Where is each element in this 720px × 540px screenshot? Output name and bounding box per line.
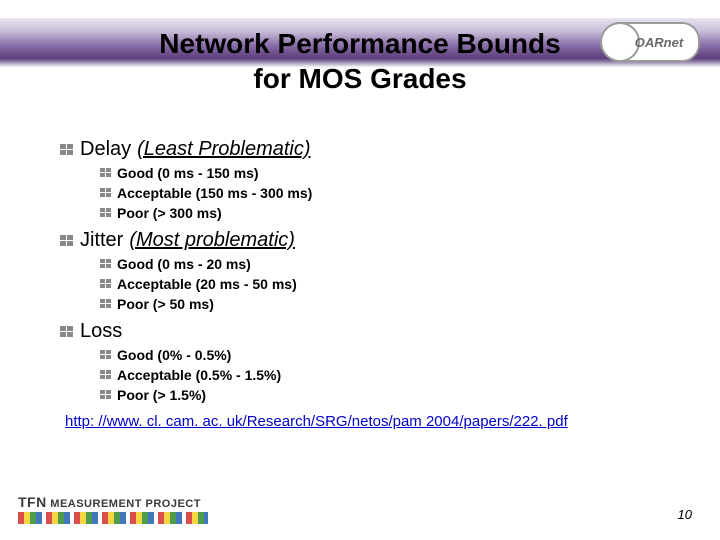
section-delay-qualifier: (Least Problematic) [137,138,310,161]
footer-project-text: TFN TFN MEASUREMENT PROJECTMEASUREMENT P… [18,494,218,510]
delay-good-text: Good (0 ms - 150 ms) [117,165,259,181]
footer-project-logo: TFN TFN MEASUREMENT PROJECTMEASUREMENT P… [18,494,218,524]
section-loss-label: Loss [80,320,122,343]
jitter-poor-text: Poor (> 50 ms) [117,296,214,312]
logo-text: OARnet [635,35,683,50]
loss-acceptable: Acceptable (0.5% - 1.5%) [100,367,680,383]
section-jitter-qualifier: (Most problematic) [129,229,295,252]
bullet-icon [60,326,74,338]
content-body: Delay (Least Problematic) Good (0 ms - 1… [40,130,680,430]
section-delay-label: Delay [80,138,131,161]
bullet-icon [100,279,112,289]
delay-acceptable-text: Acceptable (150 ms - 300 ms) [117,185,312,201]
bullet-icon [100,168,112,178]
reference-link[interactable]: http: //www. cl. cam. ac. uk/Research/SR… [65,413,680,430]
loss-poor: Poor (> 1.5%) [100,387,680,403]
delay-poor: Poor (> 300 ms) [100,205,680,221]
loss-poor-text: Poor (> 1.5%) [117,387,206,403]
jitter-acceptable-text: Acceptable (20 ms - 50 ms) [117,276,297,292]
bullet-icon [60,144,74,156]
jitter-acceptable: Acceptable (20 ms - 50 ms) [100,276,680,292]
section-delay: Delay (Least Problematic) [60,138,680,161]
bullet-icon [100,350,112,360]
loss-acceptable-text: Acceptable (0.5% - 1.5%) [117,367,281,383]
bullet-icon [60,235,74,247]
loss-good: Good (0% - 0.5%) [100,347,680,363]
binary-bits-icon [18,512,208,524]
delay-poor-text: Poor (> 300 ms) [117,205,222,221]
bullet-icon [100,188,112,198]
oarnet-logo: OARnet [602,22,700,62]
bullet-icon [100,390,112,400]
loss-good-text: Good (0% - 0.5%) [117,347,231,363]
delay-acceptable: Acceptable (150 ms - 300 ms) [100,185,680,201]
section-jitter-label: Jitter [80,229,123,252]
jitter-poor: Poor (> 50 ms) [100,296,680,312]
section-loss: Loss [60,320,680,343]
title-line-1: Network Performance Bounds [159,28,560,59]
delay-good: Good (0 ms - 150 ms) [100,165,680,181]
title-line-2: for MOS Grades [253,63,466,94]
bullet-icon [100,299,112,309]
jitter-good-text: Good (0 ms - 20 ms) [117,256,251,272]
bullet-icon [100,208,112,218]
page-number: 10 [678,507,692,522]
section-jitter: Jitter (Most problematic) [60,229,680,252]
bullet-icon [100,370,112,380]
jitter-good: Good (0 ms - 20 ms) [100,256,680,272]
bullet-icon [100,259,112,269]
